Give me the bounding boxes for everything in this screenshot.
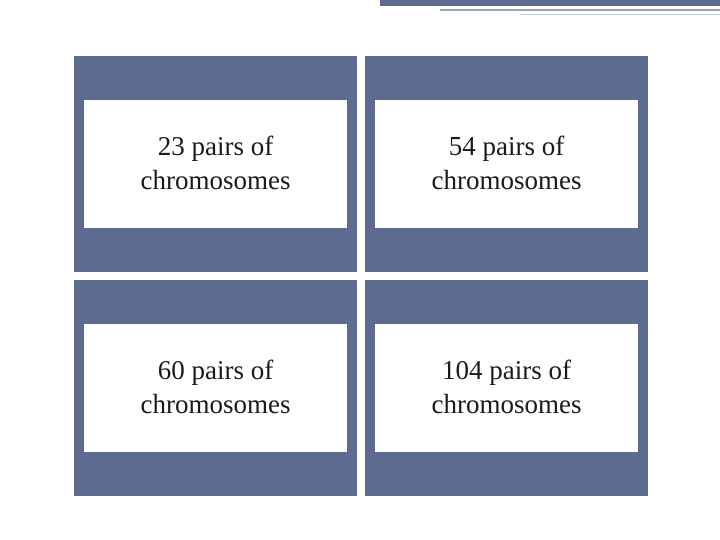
- option-label: 104 pairs of chromosomes: [389, 354, 624, 422]
- option-label: 60 pairs of chromosomes: [98, 354, 333, 422]
- deco-bar-thick: [380, 0, 720, 6]
- deco-bar-thin: [520, 14, 720, 15]
- deco-bar-medium: [440, 9, 720, 11]
- option-card-3: 60 pairs of chromosomes: [84, 324, 347, 452]
- option-card-1: 23 pairs of chromosomes: [84, 100, 347, 228]
- option-card-2: 54 pairs of chromosomes: [375, 100, 638, 228]
- option-cell-2[interactable]: 54 pairs of chromosomes: [365, 56, 648, 272]
- slide: 23 pairs of chromosomes 54 pairs of chro…: [0, 0, 720, 540]
- option-cell-1[interactable]: 23 pairs of chromosomes: [74, 56, 357, 272]
- option-label: 23 pairs of chromosomes: [98, 130, 333, 198]
- option-card-4: 104 pairs of chromosomes: [375, 324, 638, 452]
- options-grid: 23 pairs of chromosomes 54 pairs of chro…: [74, 56, 648, 496]
- option-label: 54 pairs of chromosomes: [389, 130, 624, 198]
- option-cell-4[interactable]: 104 pairs of chromosomes: [365, 280, 648, 496]
- decorative-top-bars: [380, 0, 720, 15]
- option-cell-3[interactable]: 60 pairs of chromosomes: [74, 280, 357, 496]
